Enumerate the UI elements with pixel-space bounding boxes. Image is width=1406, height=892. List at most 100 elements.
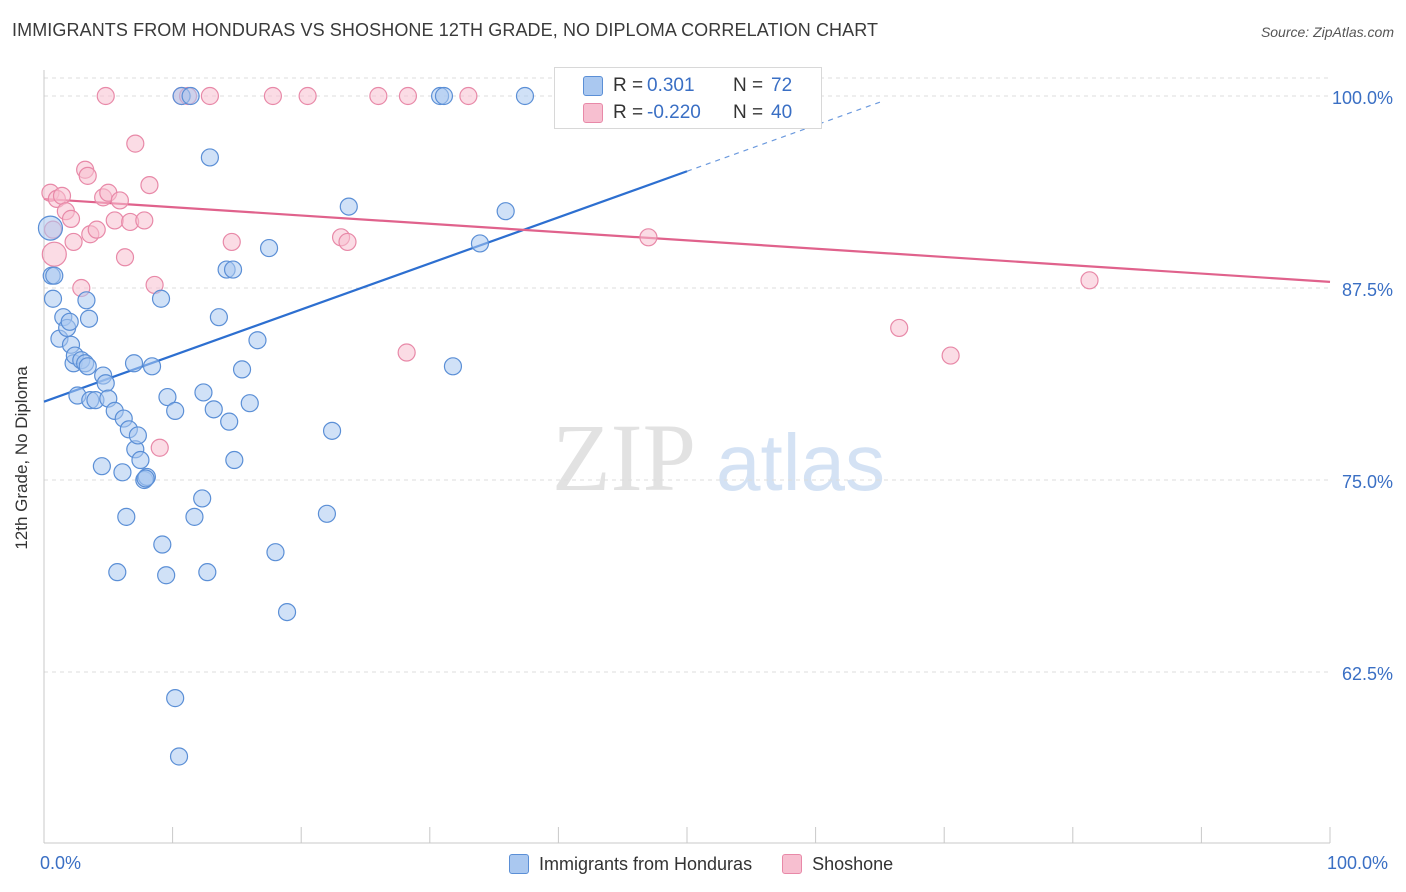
- data-point-shoshone: [135, 211, 154, 230]
- data-point-honduras: [92, 457, 111, 476]
- data-point-shoshone: [115, 248, 135, 267]
- data-point-honduras: [151, 289, 171, 308]
- data-point-honduras: [79, 309, 99, 328]
- r-value: -0.220: [647, 102, 701, 123]
- data-point-shoshone: [397, 343, 416, 362]
- data-point-honduras: [225, 450, 244, 470]
- data-point-shoshone: [398, 86, 418, 106]
- data-point-honduras: [515, 86, 535, 106]
- data-point-honduras: [277, 602, 297, 622]
- data-point-honduras: [166, 689, 185, 708]
- data-points: [37, 86, 1099, 766]
- data-point-honduras: [158, 387, 177, 407]
- data-point-shoshone: [78, 166, 97, 185]
- data-point-honduras: [248, 331, 267, 350]
- data-point-honduras: [117, 507, 136, 526]
- legend-item-shoshone[interactable]: Shoshone: [782, 854, 893, 875]
- legend-label-shoshone: Shoshone: [812, 853, 894, 874]
- data-point-shoshone: [369, 86, 388, 106]
- data-point-shoshone: [639, 228, 658, 247]
- data-point-honduras: [317, 504, 337, 523]
- data-point-honduras: [204, 400, 223, 419]
- data-point-honduras: [60, 312, 79, 331]
- stats-box: R = 0.301 N = 72 R = -0.220 N = 40: [554, 67, 822, 129]
- legend-item-honduras[interactable]: Immigrants from Honduras: [509, 854, 752, 875]
- data-point-honduras: [166, 401, 185, 420]
- y-tick-label: 62.5%: [1342, 664, 1393, 684]
- data-point-shoshone: [110, 191, 129, 210]
- data-point-honduras: [113, 463, 132, 482]
- data-point-honduras: [37, 215, 64, 241]
- data-point-shoshone: [459, 86, 478, 106]
- data-point-shoshone: [150, 438, 169, 457]
- data-point-honduras: [136, 469, 155, 488]
- data-point-shoshone: [1080, 271, 1099, 290]
- x-tick-label-min: 0.0%: [40, 853, 82, 873]
- data-point-honduras: [240, 394, 259, 413]
- chart-title: IMMIGRANTS FROM HONDURAS VS SHOSHONE 12T…: [12, 20, 879, 40]
- legend-swatch-blue: [509, 854, 529, 874]
- data-point-shoshone: [263, 86, 283, 106]
- data-point-honduras: [322, 421, 342, 440]
- n-label: N =: [733, 102, 764, 123]
- y-tick-label: 87.5%: [1342, 280, 1393, 300]
- legend-swatch-pink: [583, 103, 603, 123]
- data-point-shoshone: [298, 86, 317, 106]
- x-tick-label-max: 100.0%: [1327, 853, 1389, 873]
- data-point-shoshone: [941, 346, 960, 365]
- n-value: 40: [771, 102, 793, 123]
- data-point-honduras: [169, 747, 189, 766]
- data-point-honduras: [200, 148, 219, 167]
- data-point-honduras: [470, 234, 490, 253]
- r-value: 0.301: [647, 75, 695, 96]
- data-point-honduras: [259, 238, 279, 258]
- data-point-honduras: [78, 357, 97, 376]
- data-point-honduras: [220, 412, 239, 431]
- data-point-honduras: [43, 289, 63, 308]
- data-point-honduras: [153, 535, 172, 554]
- data-point-honduras: [181, 86, 200, 106]
- n-value: 72: [771, 75, 793, 96]
- data-point-honduras: [128, 426, 147, 445]
- data-point-honduras: [232, 360, 252, 379]
- watermark-zip: ZIP: [552, 404, 696, 511]
- n-label: N =: [733, 75, 764, 96]
- data-point-honduras: [45, 266, 64, 285]
- data-point-honduras: [131, 450, 150, 470]
- data-point-shoshone: [52, 186, 72, 205]
- data-point-honduras: [77, 291, 96, 310]
- data-point-honduras: [434, 86, 454, 106]
- data-point-honduras: [209, 308, 228, 327]
- data-point-honduras: [142, 357, 162, 376]
- data-point-honduras: [96, 374, 115, 393]
- data-point-honduras: [496, 202, 515, 221]
- data-point-shoshone: [61, 209, 81, 228]
- data-point-shoshone: [222, 232, 241, 252]
- legend-label-honduras: Immigrants from Honduras: [539, 853, 753, 874]
- data-point-shoshone: [105, 211, 124, 230]
- data-point-honduras: [339, 197, 358, 216]
- data-point-honduras: [198, 563, 217, 582]
- y-tick-label: 75.0%: [1342, 472, 1393, 492]
- trend-line-honduras-extension: [686, 101, 881, 172]
- source-label: Source: ZipAtlas.com: [1260, 24, 1394, 40]
- data-point-shoshone: [87, 220, 106, 239]
- r-label: R =: [613, 102, 644, 123]
- trend-lines: [43, 101, 1331, 403]
- watermark-atlas: atlas: [716, 418, 885, 507]
- y-tick-label: 100.0%: [1332, 88, 1393, 108]
- data-point-honduras: [193, 489, 212, 508]
- data-point-shoshone: [96, 86, 115, 106]
- trend-line-shoshone: [43, 197, 1331, 283]
- watermark: ZIP atlas: [552, 404, 885, 511]
- data-point-shoshone: [140, 175, 159, 195]
- data-point-shoshone: [41, 241, 67, 267]
- data-point-honduras: [157, 566, 176, 585]
- data-point-shoshone: [64, 232, 83, 252]
- data-point-honduras: [124, 354, 144, 373]
- data-point-honduras: [194, 383, 213, 402]
- data-point-shoshone: [890, 318, 909, 338]
- data-point-shoshone: [200, 86, 219, 106]
- y-axis-label: 12th Grade, No Diploma: [12, 366, 31, 550]
